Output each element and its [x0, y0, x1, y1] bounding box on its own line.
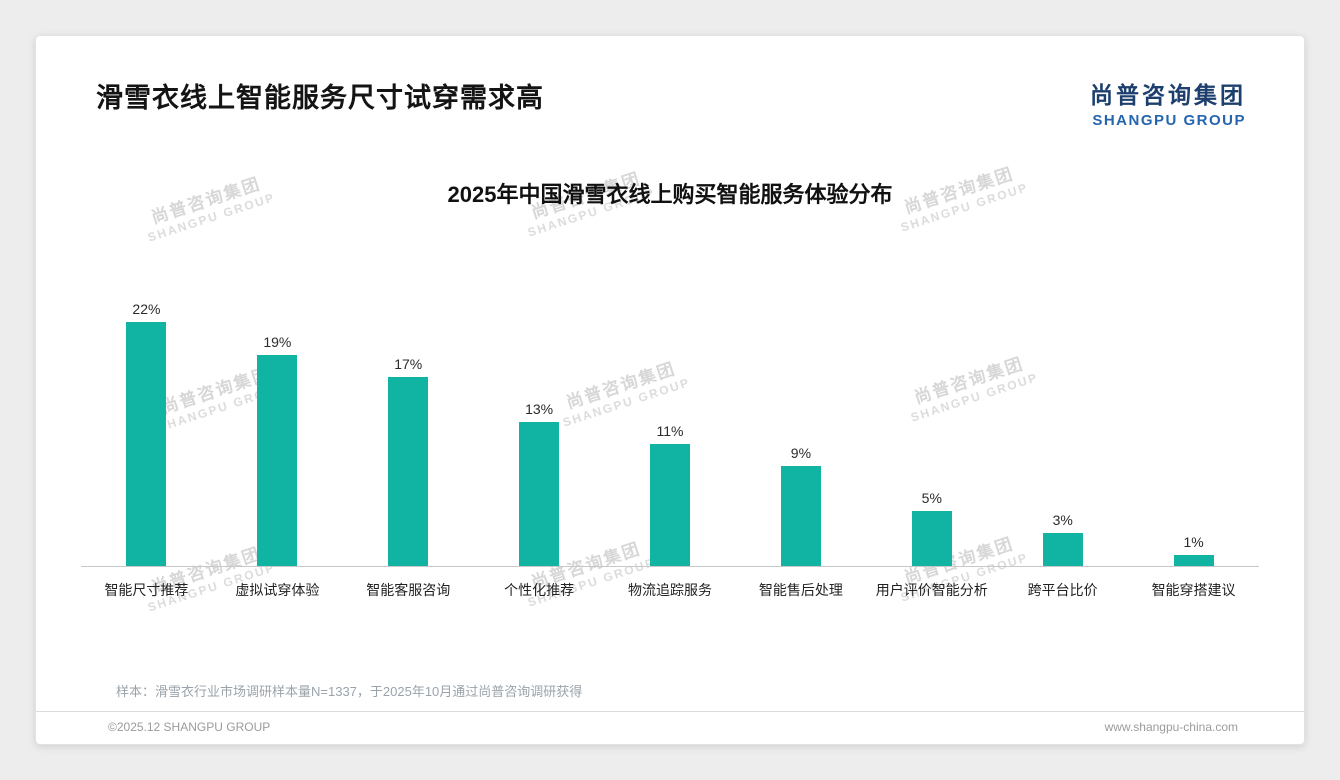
slide-card: 尚普咨询集团 SHANGPU GROUP 尚普咨询集团 SHANGPU GROUP 尚普… — [35, 35, 1305, 745]
bar-value-label: 19% — [263, 334, 292, 351]
bar — [388, 377, 429, 566]
header: 滑雪衣线上智能服务尺寸试穿需求高 尚普咨询集团 SHANGPU GROUP — [36, 36, 1304, 129]
footer-divider — [36, 711, 1304, 712]
bar-value-label: 22% — [132, 300, 161, 317]
bar — [257, 355, 298, 566]
bar-column: 17% — [343, 356, 474, 566]
bar — [650, 443, 690, 566]
bar-category-label: 物流追踪服务 — [628, 582, 712, 598]
bar-value-label: 17% — [394, 356, 423, 373]
chart-category-labels: 智能尺寸推荐 虚拟试穿体验 智能客服咨询 个性化推荐 物流追踪服务 智能售后处理 用户评价智… — [36, 567, 1304, 600]
page-title: 滑雪衣线上智能服务尺寸试穿需求高 — [96, 83, 544, 113]
bar-value-label: 1% — [1183, 533, 1204, 550]
bar-category-label: 智能穿搭建议 — [1151, 582, 1236, 598]
footer: ©2025.12 SHANGPU GROUP www.shangpu-china… — [36, 720, 1304, 734]
brand-name-cn: 尚普咨询集团 — [1090, 82, 1246, 108]
bar-column: 3% — [997, 512, 1128, 566]
bar — [911, 510, 952, 566]
bar-value-label: 11% — [656, 422, 684, 439]
bar-chart: 22% 19% 17% 13% 11% 9% 5% 3% 1% — [36, 237, 1304, 567]
bar-category-label: 虚拟试穿体验 — [235, 582, 320, 598]
bar — [1042, 532, 1083, 566]
chart-plot-area: 22% 19% 17% 13% 11% 9% 5% 3% 1% — [81, 237, 1259, 567]
bar-category-label: 用户评价智能分析 — [875, 582, 988, 598]
bar-category-label: 智能客服咨询 — [366, 582, 451, 598]
bar-category-label: 智能售后处理 — [758, 582, 843, 598]
bar-value-label: 9% — [790, 445, 812, 462]
bar-column: 13% — [474, 401, 605, 566]
bar — [519, 421, 560, 566]
bar-column: 5% — [866, 489, 997, 566]
bar — [780, 466, 821, 566]
bar-column: 1% — [1128, 534, 1259, 566]
bar-column: 22% — [81, 301, 212, 566]
bar-category-label: 跨平台比价 — [1027, 582, 1098, 598]
chart-title: 2025年中国滑雪衣线上购买智能服务体验分布 — [447, 182, 893, 207]
bar — [1173, 554, 1214, 566]
copyright-text: ©2025.12 SHANGPU GROUP — [108, 720, 271, 734]
brand-logo: 尚普咨询集团 SHANGPU GROUP — [1090, 76, 1246, 129]
bar-value-label: 3% — [1052, 511, 1073, 528]
bar-column: 11% — [605, 423, 736, 566]
website-text: www.shangpu-china.com — [1104, 720, 1238, 734]
bar-category-label: 个性化推荐 — [504, 582, 575, 598]
bar-value-label: 13% — [525, 400, 554, 417]
bar-column: 9% — [735, 445, 866, 566]
bar-category-label: 智能尺寸推荐 — [104, 582, 189, 598]
bar-value-label: 5% — [921, 489, 942, 506]
bar — [126, 321, 167, 566]
sample-note: 样本：滑雪衣行业市场调研样本量N=1337，于2025年10月通过尚普咨询调研获… — [116, 684, 583, 699]
brand-name-en: SHANGPU GROUP — [1092, 112, 1246, 129]
bar-column: 19% — [212, 334, 343, 566]
